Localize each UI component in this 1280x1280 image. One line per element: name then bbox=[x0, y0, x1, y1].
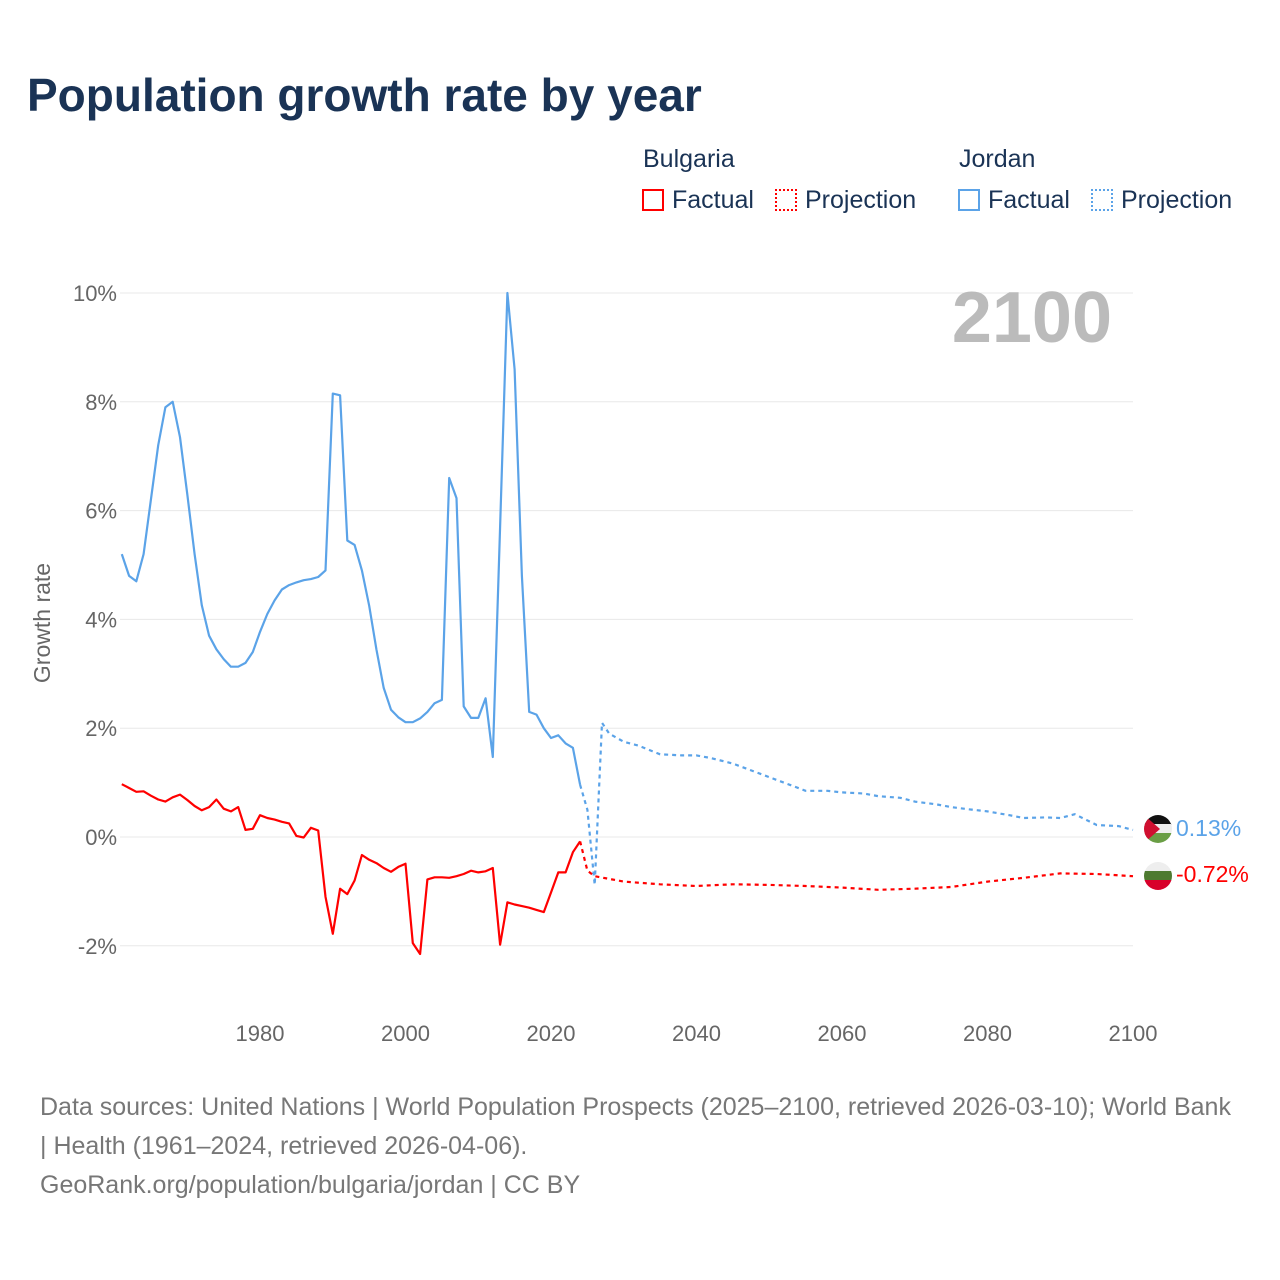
x-tick-label: 2040 bbox=[672, 1021, 721, 1046]
y-axis-title: Growth rate bbox=[29, 563, 55, 683]
bulgaria-flag-icon bbox=[1144, 862, 1172, 890]
legend-swatch bbox=[958, 189, 980, 211]
x-tick-label: 2060 bbox=[818, 1021, 867, 1046]
x-tick-label: 2080 bbox=[963, 1021, 1012, 1046]
jordan-factual-line bbox=[120, 291, 582, 786]
legend-jordan-projection[interactable]: Projection bbox=[1091, 186, 1232, 215]
jordan-projection-line bbox=[579, 721, 1134, 887]
legend-bulgaria-projection[interactable]: Projection bbox=[775, 186, 916, 215]
source-link[interactable]: GeoRank.org/population/bulgaria/jordan |… bbox=[40, 1171, 581, 1199]
y-tick-label: -2% bbox=[78, 934, 117, 959]
legend-label: Projection bbox=[805, 186, 917, 214]
y-tick-label: 6% bbox=[85, 499, 117, 524]
legend-label: Factual bbox=[988, 186, 1070, 214]
footer: Data sources: United Nations | World Pop… bbox=[40, 1088, 1240, 1205]
x-tick-label: 2020 bbox=[527, 1021, 576, 1046]
legend-jordan-factual[interactable]: Factual bbox=[958, 186, 1070, 215]
bulgaria-factual-line bbox=[121, 783, 582, 956]
y-tick-label: 4% bbox=[85, 607, 117, 632]
legend-group-jordan: Jordan bbox=[959, 145, 1036, 173]
x-tick-label: 1980 bbox=[236, 1021, 285, 1046]
bulgaria-end-label: -0.72% bbox=[1176, 861, 1249, 887]
y-tick-label: 8% bbox=[85, 390, 117, 415]
y-tick-label: 10% bbox=[73, 281, 117, 306]
y-tick-label: 2% bbox=[85, 716, 117, 741]
legend-group-bulgaria: Bulgaria bbox=[643, 145, 735, 173]
legend-swatch bbox=[642, 189, 664, 211]
y-tick-label: 0% bbox=[85, 825, 117, 850]
year-label: 2100 bbox=[952, 278, 1112, 358]
x-tick-label: 2100 bbox=[1109, 1021, 1158, 1046]
x-tick-label: 2000 bbox=[381, 1021, 430, 1046]
legend-swatch bbox=[1091, 189, 1113, 211]
legend-bulgaria-factual[interactable]: Factual bbox=[642, 186, 754, 215]
legend-swatch bbox=[775, 189, 797, 211]
chart-title: Population growth rate by year bbox=[27, 69, 702, 121]
bulgaria-projection-line bbox=[579, 841, 1134, 891]
legend-label: Factual bbox=[672, 186, 754, 214]
jordan-end-label: 0.13% bbox=[1176, 815, 1241, 841]
data-sources: Data sources: United Nations | World Pop… bbox=[40, 1093, 1231, 1160]
legend-label: Projection bbox=[1121, 186, 1233, 214]
jordan-flag-icon bbox=[1144, 815, 1172, 843]
